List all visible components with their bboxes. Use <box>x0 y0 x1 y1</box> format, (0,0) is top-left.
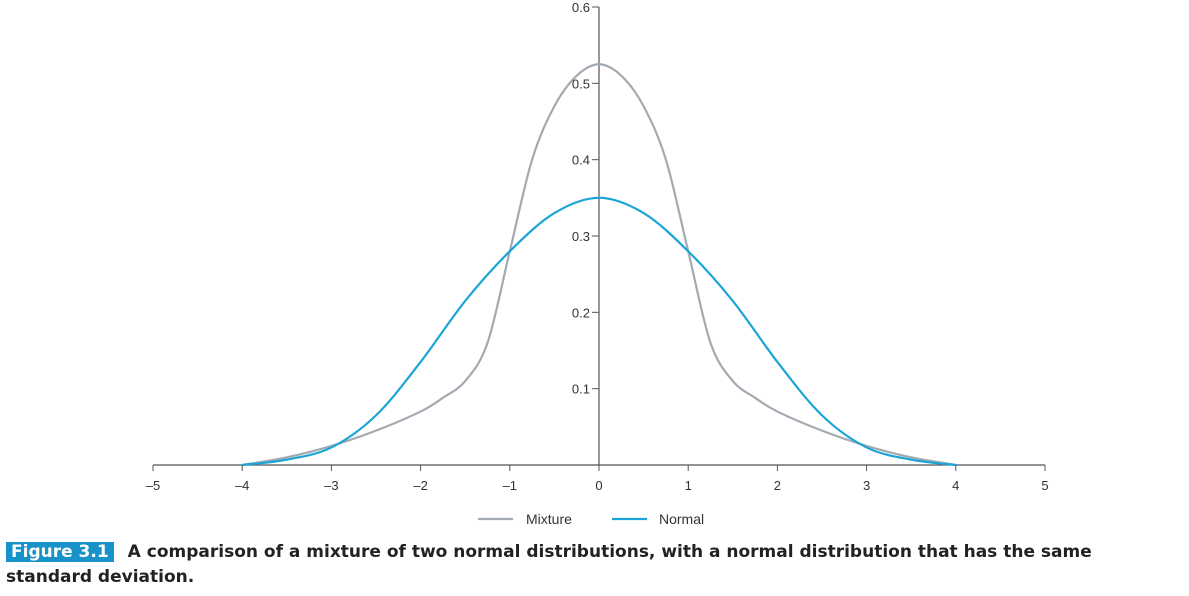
figure-caption: Figure 3.1 A comparison of a mixture of t… <box>6 540 1181 590</box>
x-tick-label: –3 <box>324 478 338 493</box>
distribution-chart: –5 –4 –3 –2 –1 0 1 2 3 4 5 0.1 0.2 0.3 0.4 0.5 0.6 Mixtu… <box>146 0 1049 527</box>
x-tick-label: 3 <box>863 478 870 493</box>
x-tick-label: 4 <box>952 478 959 493</box>
x-tick-label: 2 <box>774 478 781 493</box>
series-line-mixture <box>241 63 957 467</box>
series-layer <box>241 63 957 467</box>
x-tick-label: –4 <box>235 478 249 493</box>
y-tick-label: 0.3 <box>572 229 590 244</box>
y-tick-label: 0.5 <box>572 76 590 91</box>
y-tick-label: 0.6 <box>572 0 590 15</box>
x-tick-label: –1 <box>503 478 517 493</box>
legend-label-mixture: Mixture <box>526 511 572 527</box>
x-tick-label: –2 <box>413 478 427 493</box>
x-tick-label: 1 <box>685 478 692 493</box>
ticks-layer: –5 –4 –3 –2 –1 0 1 2 3 4 5 0.1 0.2 0.3 0.4 0.5 0.6 <box>146 0 1049 493</box>
figure-label: Figure 3.1 <box>6 542 114 562</box>
legend-label-normal: Normal <box>659 511 704 527</box>
y-tick-label: 0.1 <box>572 382 590 397</box>
caption-text: A comparison of a mixture of two normal … <box>6 542 1092 587</box>
x-tick-label: –5 <box>146 478 160 493</box>
chart-legend: Mixture Normal <box>478 511 704 527</box>
y-tick-label: 0.4 <box>572 153 590 168</box>
x-tick-label: 0 <box>595 478 602 493</box>
series-line-normal <box>241 196 957 467</box>
x-tick-label: 5 <box>1041 478 1048 493</box>
y-tick-label: 0.2 <box>572 305 590 320</box>
